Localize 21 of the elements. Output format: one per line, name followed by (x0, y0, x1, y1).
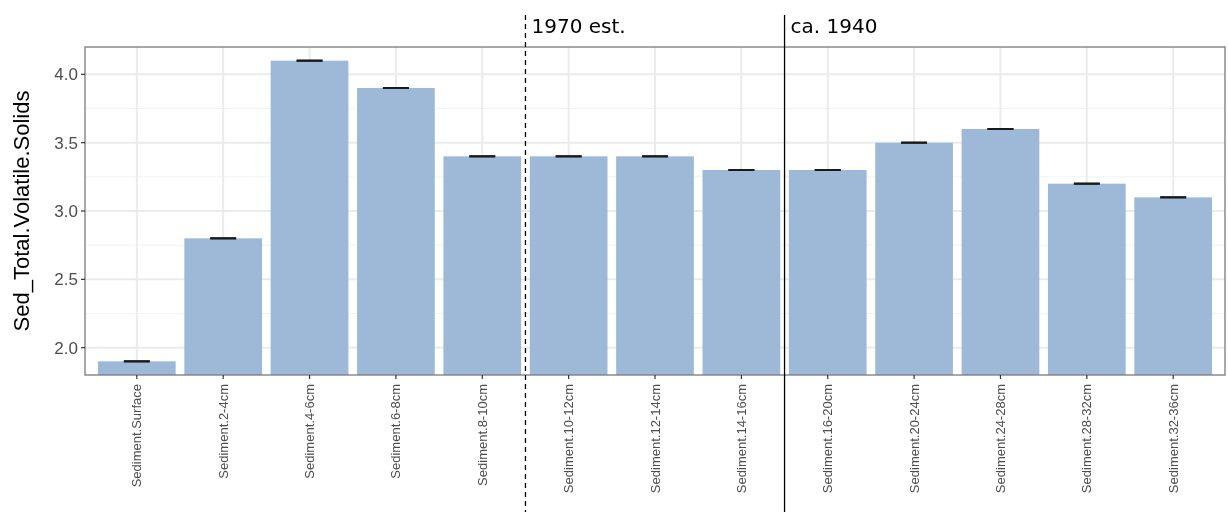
x-tick-label: Sediment.16-20cm (820, 384, 836, 494)
ref-line-label: ca. 1940 (790, 14, 878, 38)
x-tick-label: Sediment.6-8cm (388, 384, 404, 479)
y-axis-title: Sed_Total.Volatile.Solids (9, 90, 34, 332)
y-tick-label: 3.5 (54, 133, 78, 153)
y-tick-label: 4.0 (54, 65, 78, 85)
x-tick-label: Sediment.12-14cm (647, 384, 663, 494)
x-tick-label: Sediment.4-6cm (302, 384, 318, 479)
y-tick-label: 2.0 (54, 338, 78, 358)
y-tick-label: 2.5 (54, 270, 78, 290)
x-tick-label: Sediment.2-4cm (215, 384, 231, 479)
y-tick-label: 3.0 (54, 201, 78, 221)
x-tick-label: Sediment.10-12cm (561, 384, 577, 494)
x-tick-label: Sediment.Surface (129, 384, 145, 488)
x-tick-label: Sediment.20-24cm (906, 384, 922, 494)
x-tick-label: Sediment.14-16cm (733, 384, 749, 494)
x-tick-label: Sediment.32-36cm (1165, 384, 1181, 494)
x-tick-label: Sediment.24-28cm (993, 384, 1008, 494)
ref-line-label: 1970 est. (531, 14, 626, 38)
x-tick-label: Sediment.8-10cm (474, 384, 490, 486)
x-tick-label: Sediment.28-32cm (1079, 384, 1095, 494)
